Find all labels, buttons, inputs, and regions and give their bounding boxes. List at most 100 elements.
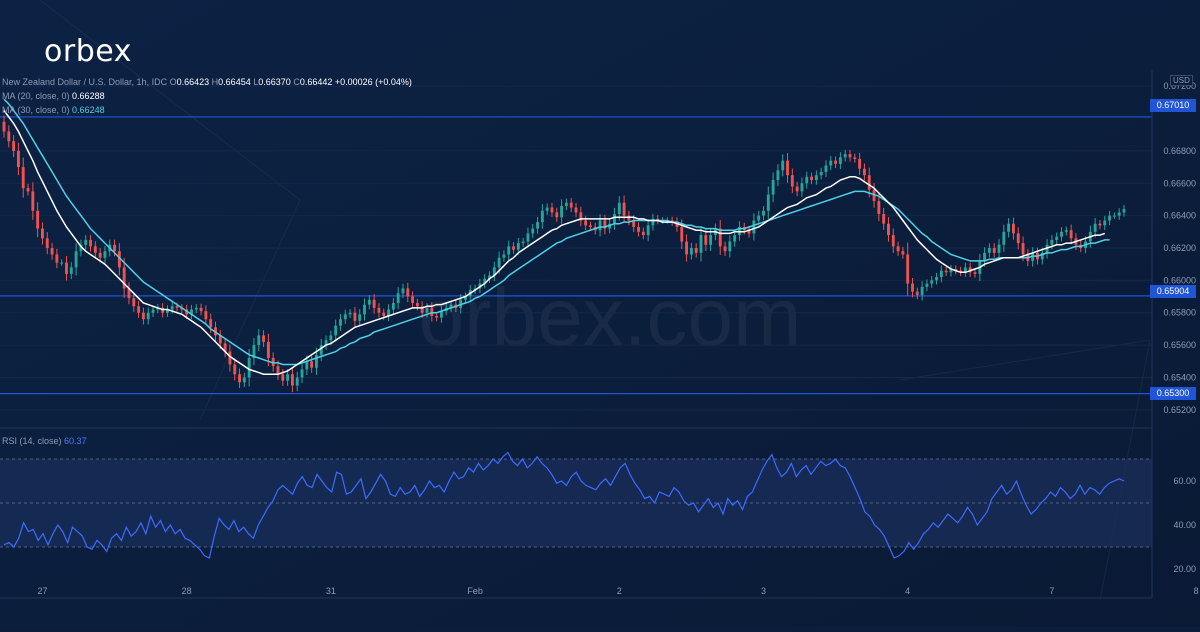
candle-body	[617, 202, 621, 215]
candle-body	[223, 343, 227, 352]
candle-body	[358, 314, 362, 321]
candle-body	[1069, 230, 1073, 239]
candle-body	[1021, 243, 1025, 255]
candle-body	[103, 251, 107, 258]
candle-body	[887, 223, 890, 236]
candle-body	[2, 121, 6, 132]
candle-body	[843, 154, 847, 158]
candle-body	[483, 278, 487, 284]
candle-body	[60, 262, 64, 264]
candle-body	[377, 307, 381, 313]
candle-body	[266, 341, 270, 359]
candle-body	[372, 299, 376, 308]
candle-body	[771, 180, 775, 195]
candle-body	[1040, 252, 1044, 260]
candle-body	[16, 150, 20, 168]
candle-body	[536, 222, 540, 229]
rsi-tick-label: 20.00	[1173, 564, 1196, 574]
rsi-tick-label: 60.00	[1173, 476, 1196, 486]
candle-body	[21, 167, 25, 189]
candle-body	[1098, 223, 1102, 226]
price-tick-label: 0.66400	[1163, 211, 1196, 221]
candle-body	[425, 307, 429, 313]
candle-body	[382, 312, 386, 316]
candle-body	[973, 272, 977, 274]
time-tick-label: 31	[326, 586, 336, 596]
candle-body	[997, 244, 1001, 253]
candle-body	[766, 194, 770, 211]
time-tick-label: 7	[1049, 586, 1054, 596]
candle-body	[738, 226, 741, 236]
legend-ma20: MA (20, close, 0) 0.66288	[2, 91, 105, 101]
candle-body	[603, 220, 607, 229]
candle-body	[295, 377, 299, 386]
candle-body	[944, 270, 948, 273]
candle-body	[146, 312, 150, 320]
level-tag-middle: 0.65904	[1150, 285, 1196, 298]
candle-body	[209, 319, 213, 328]
candle-body	[853, 157, 857, 159]
candle-body	[79, 244, 83, 252]
candle-body	[204, 311, 208, 320]
candle-body	[574, 207, 578, 213]
candle-body	[1016, 233, 1020, 244]
open-value: 0.66423	[176, 77, 210, 87]
high-label: H	[211, 77, 219, 87]
candle-body	[824, 165, 828, 172]
rsi-tick-label: 40.00	[1173, 520, 1196, 530]
watermark: orbex.com	[419, 272, 802, 363]
ma20-line	[3, 110, 1106, 375]
legend-ohlc: New Zealand Dollar / U.S. Dollar, 1h, ID…	[2, 77, 412, 87]
candle-body	[262, 335, 266, 342]
candle-body	[276, 366, 280, 375]
candle-body	[464, 296, 467, 300]
close-label: C	[293, 77, 300, 87]
candle-body	[930, 280, 934, 284]
candle-body	[430, 307, 434, 316]
candle-body	[564, 202, 568, 206]
candle-body	[790, 175, 794, 187]
level-tag-lower: 0.65300	[1150, 387, 1196, 400]
time-tick-label: Feb	[467, 586, 483, 596]
candle-body	[367, 299, 371, 305]
candle-body	[925, 283, 929, 287]
candle-body	[704, 235, 708, 245]
candle-body	[819, 171, 823, 176]
high-value: 0.66454	[218, 77, 251, 87]
candle-body	[709, 235, 713, 245]
price-tick-label: 0.65600	[1163, 340, 1196, 350]
candle-body	[1002, 231, 1006, 245]
candle-body	[31, 191, 35, 211]
candle-body	[286, 374, 290, 381]
candle-body	[694, 248, 698, 253]
candle-body	[920, 286, 924, 295]
candle-body	[387, 309, 390, 316]
candle-body	[36, 210, 40, 229]
candle-body	[959, 270, 963, 273]
candle-body	[608, 223, 612, 229]
candle-body	[862, 168, 866, 176]
candle-body	[968, 267, 972, 273]
candle-body	[949, 269, 953, 273]
candle-body	[93, 246, 97, 253]
candle-body	[1093, 223, 1097, 232]
candle-body	[415, 303, 419, 307]
candle-body	[122, 267, 126, 289]
candle-body	[848, 154, 852, 158]
candle-body	[512, 246, 515, 250]
candle-body	[45, 238, 49, 248]
candle-body	[622, 202, 626, 216]
low-label: L	[253, 77, 259, 87]
candle-body	[906, 254, 910, 284]
candle-body	[55, 254, 59, 263]
candle-body	[935, 277, 938, 281]
candle-body	[290, 374, 294, 386]
candle-body	[545, 207, 549, 211]
candle-body	[872, 189, 876, 202]
ma30-value: 0.66248	[72, 105, 105, 115]
candle-body	[641, 231, 645, 236]
candle-body	[939, 270, 943, 278]
candle-body	[300, 369, 304, 378]
ma30-label: MA (30, close, 0)	[2, 105, 70, 115]
